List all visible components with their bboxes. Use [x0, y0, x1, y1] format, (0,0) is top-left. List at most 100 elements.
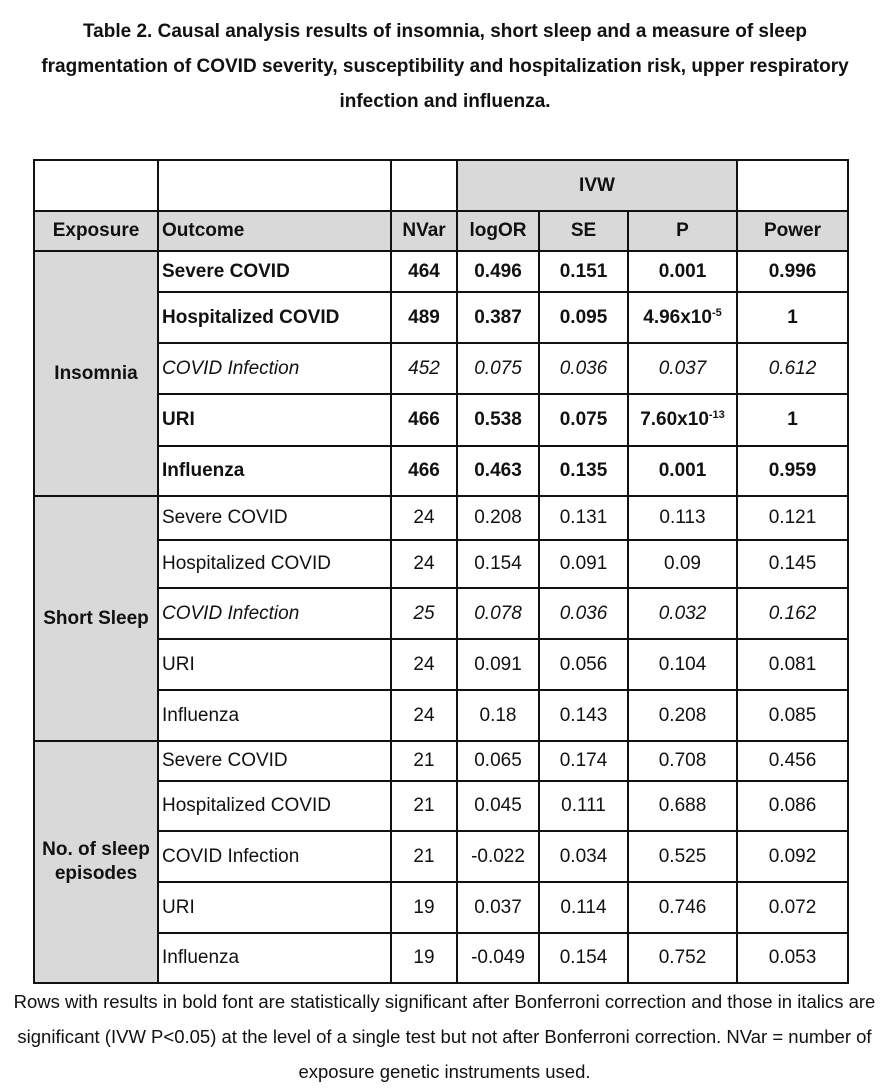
se-value: 0.095 [559, 306, 608, 328]
logor-cell: -0.049 [456, 932, 540, 984]
p-cell: 0.001 [627, 445, 738, 497]
logor-cell: 0.091 [456, 638, 540, 691]
se-cell: 0.056 [538, 638, 629, 691]
logor-value: 0.154 [474, 553, 522, 574]
power-value: 0.456 [768, 750, 817, 771]
nvar-value: 466 [408, 409, 440, 430]
table-row: COVID Infection 21 -0.022 0.034 0.525 0.092 [34, 830, 849, 883]
se-cell: 0.174 [538, 740, 629, 782]
power-value: 0.072 [768, 896, 817, 918]
exposure-cell: Insomnia [33, 250, 159, 497]
power-cell: 0.162 [736, 587, 849, 640]
outcome-value: Severe COVID [162, 260, 290, 282]
p-value: 0.032 [658, 602, 707, 624]
outcome-value: URI [162, 409, 195, 430]
se-value: 0.131 [559, 507, 608, 528]
nvar-cell: 466 [390, 393, 458, 447]
se-value: 0.075 [559, 409, 608, 430]
power-value: 0.053 [768, 947, 817, 968]
column-header-row: Exposure Outcome NVar logOR SE P Power [33, 210, 849, 252]
power-cell: 0.145 [736, 539, 849, 589]
table-row: Hospitalized COVID 489 0.387 0.095 4.96x10-5… [34, 291, 849, 344]
logor-value: 0.037 [474, 896, 522, 918]
table-row: URI 24 0.091 0.056 0.104 0.081 [34, 638, 849, 691]
p-cell: 0.746 [627, 881, 738, 934]
logor-cell: 0.538 [456, 393, 540, 447]
p-cell: 0.09 [627, 539, 738, 589]
nvar-cell: 21 [390, 740, 458, 782]
table-row: Influenza 19 -0.049 0.154 0.752 0.053 [34, 932, 849, 984]
se-cell: 0.114 [538, 881, 629, 934]
outcome-cell: Severe COVID [157, 740, 392, 782]
p-cell: 0.208 [627, 689, 738, 742]
power-value: 0.086 [768, 795, 817, 816]
p-value: 7.60x10 [640, 409, 709, 430]
power-value: 1 [787, 409, 798, 430]
outcome-value: COVID Infection [162, 845, 300, 867]
nvar-value: 24 [413, 653, 435, 675]
logor-value: 0.496 [474, 260, 522, 282]
power-cell: 0.121 [736, 495, 849, 541]
logor-value: 0.463 [474, 460, 522, 481]
power-cell: 0.996 [736, 250, 849, 293]
col-header-outcome: Outcome [157, 210, 392, 252]
logor-cell: 0.208 [456, 495, 540, 541]
outcome-value: Influenza [162, 947, 240, 968]
table-row: Influenza 466 0.463 0.135 0.001 0.959 [34, 445, 849, 497]
outcome-cell: Hospitalized COVID [157, 291, 392, 344]
p-cell: 0.104 [627, 638, 738, 691]
power-cell: 0.081 [736, 638, 849, 691]
nvar-cell: 19 [390, 881, 458, 934]
logor-value: 0.075 [474, 357, 522, 379]
p-value: 0.001 [658, 460, 707, 481]
se-value: 0.143 [559, 704, 608, 726]
nvar-value: 464 [408, 260, 440, 282]
outcome-value: Hospitalized COVID [162, 306, 340, 328]
power-cell: 0.072 [736, 881, 849, 934]
logor-value: 0.387 [474, 306, 522, 328]
se-value: 0.056 [559, 653, 608, 675]
p-value: 0.001 [658, 260, 707, 282]
se-cell: 0.143 [538, 689, 629, 742]
outcome-cell: Influenza [157, 445, 392, 497]
p-exponent: -5 [711, 306, 722, 319]
power-cell: 0.959 [736, 445, 849, 497]
logor-cell: 0.387 [456, 291, 540, 344]
p-value: 0.09 [664, 553, 701, 574]
outcome-value: COVID Infection [162, 357, 300, 379]
exposure-cell: No. of sleep episodes [33, 740, 159, 984]
power-cell: 0.085 [736, 689, 849, 742]
p-cell: 0.708 [627, 740, 738, 782]
se-cell: 0.111 [538, 780, 629, 832]
power-cell: 0.612 [736, 342, 849, 395]
nvar-value: 489 [408, 306, 440, 328]
outcome-value: URI [162, 896, 195, 918]
p-cell: 0.037 [627, 342, 738, 395]
power-value: 0.081 [768, 653, 817, 675]
p-value: 0.688 [658, 795, 707, 816]
p-value: 0.708 [658, 750, 707, 771]
outcome-cell: URI [157, 881, 392, 934]
logor-value: 0.208 [474, 507, 522, 528]
nvar-cell: 24 [390, 689, 458, 742]
logor-value: -0.049 [471, 947, 525, 968]
se-cell: 0.075 [538, 393, 629, 447]
p-value: 0.208 [658, 704, 707, 726]
table-row: Influenza 24 0.18 0.143 0.208 0.085 [34, 689, 849, 742]
outcome-value: Severe COVID [162, 507, 288, 528]
outcome-value: Influenza [162, 704, 240, 726]
outcome-cell: COVID Infection [157, 587, 392, 640]
power-value: 0.085 [768, 704, 817, 726]
table-row: COVID Infection 452 0.075 0.036 0.037 0.612 [34, 342, 849, 395]
p-cell: 0.001 [627, 250, 738, 293]
nvar-value: 19 [413, 947, 435, 968]
logor-cell: 0.18 [456, 689, 540, 742]
exposure-cell: Short Sleep [33, 495, 159, 742]
power-cell: 0.092 [736, 830, 849, 883]
power-cell: 0.456 [736, 740, 849, 782]
col-header-exposure: Exposure [33, 210, 159, 252]
se-cell: 0.036 [538, 587, 629, 640]
se-value: 0.135 [559, 460, 608, 481]
p-cell: 0.032 [627, 587, 738, 640]
se-value: 0.151 [559, 260, 608, 282]
